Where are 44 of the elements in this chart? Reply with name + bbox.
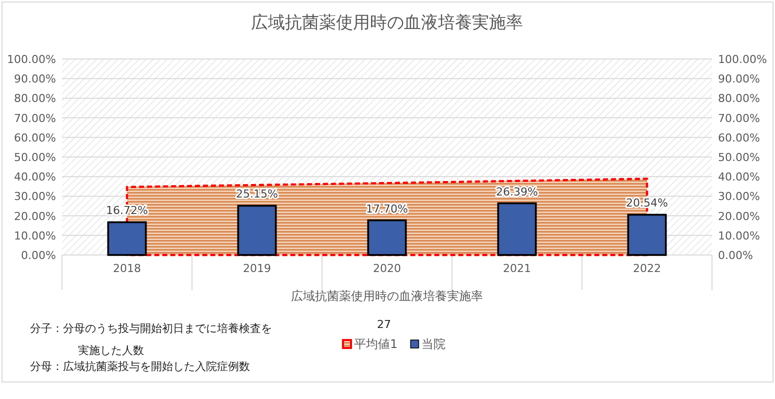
y-tick-label: 30.00% [14, 190, 56, 204]
y2-tick-label: 100.00% [718, 53, 767, 66]
x-tick-label: 2018 [113, 262, 141, 275]
y-tick-label: 80.00% [14, 92, 56, 106]
chart-title: 広域抗菌薬使用時の血液培養実施率 [251, 13, 523, 33]
y-tick-label: 20.00% [14, 210, 56, 223]
y2-tick-label: 60.00% [718, 131, 760, 144]
x-axis-title: 広域抗菌薬使用時の血液培養実施率 [291, 289, 483, 303]
y2-tick-label: 70.00% [718, 112, 760, 125]
y-tick-label: 40.00% [14, 170, 56, 184]
y2-tick-label: 0.00% [718, 249, 753, 262]
text: 分母：広域抗菌薬投与を開始した入院症例数 [30, 359, 251, 375]
y2-tick-label: 80.00% [718, 92, 760, 106]
data-label: 16.72% [106, 204, 148, 218]
bar [627, 214, 667, 256]
x-tick-label: 2019 [243, 262, 271, 275]
legend-label: 平均値1 [354, 337, 398, 351]
y-tick-label: 60.00% [14, 131, 56, 144]
bar [367, 219, 407, 256]
y2-tick-label: 40.00% [718, 170, 760, 184]
bar [237, 204, 277, 256]
y2-tick-label: 30.00% [718, 190, 760, 204]
y-tick-label: 10.00% [14, 229, 56, 242]
data-label: 26.39% [496, 185, 538, 198]
y-tick-label: 70.00% [14, 112, 56, 125]
text: 分子：分母のうち投与開始初日までに培養検査を実施した人数 [30, 322, 272, 357]
bar [107, 221, 147, 256]
data-label: 20.54% [626, 196, 668, 210]
y2-tick-label: 10.00% [718, 229, 760, 242]
y2-tick-label: 50.00% [718, 151, 760, 164]
legend-label: 当院 [422, 337, 446, 351]
y2-tick-label: 90.00% [718, 72, 760, 86]
y-tick-label: 0.00% [21, 249, 56, 262]
y2-tick-label: 20.00% [718, 210, 760, 223]
y-tick-label: 50.00% [14, 151, 56, 164]
bar [497, 202, 537, 256]
y-tick-label: 90.00% [14, 72, 56, 86]
x-tick-label: 2020 [373, 262, 401, 275]
x-tick-label: 2021 [503, 262, 531, 275]
y-tick-label: 100.00% [7, 53, 56, 66]
text: 27 [377, 317, 392, 333]
legend-平均値1: 平均値1 [342, 337, 398, 351]
x-tick-label: 2022 [633, 262, 661, 275]
legend-当院: 当院 [410, 337, 446, 351]
